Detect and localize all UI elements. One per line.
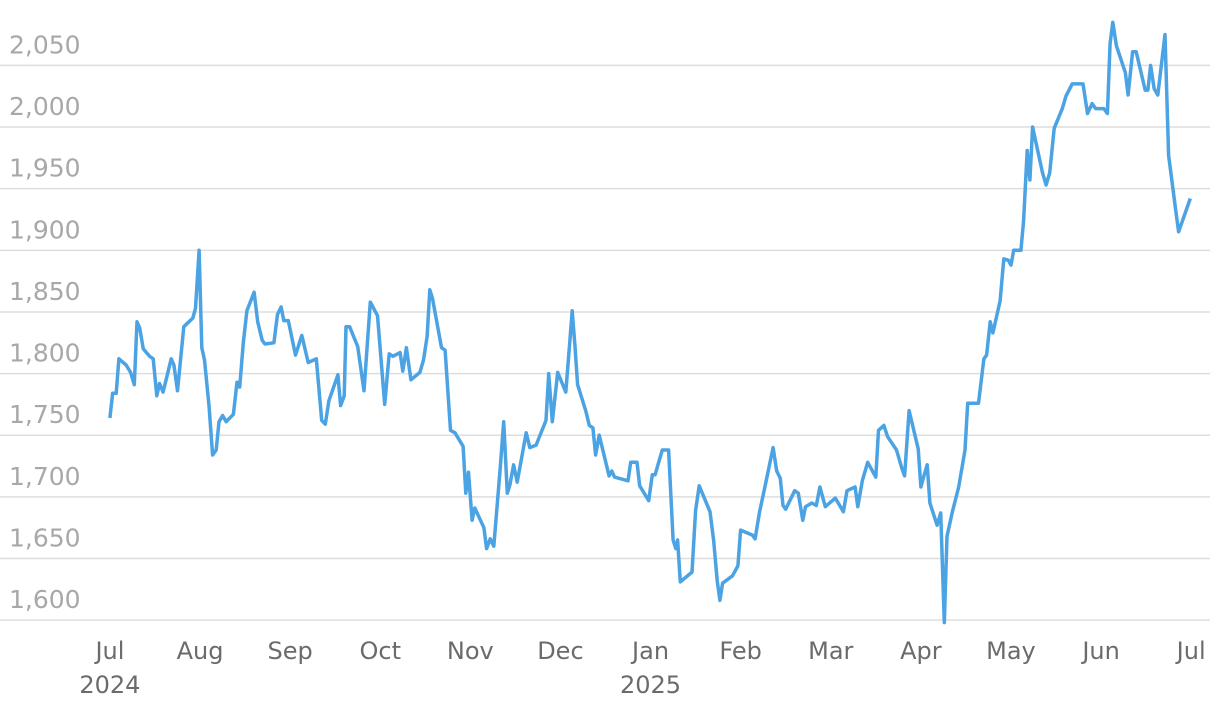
y-tick-label: 1,700: [9, 462, 81, 491]
y-tick-label: 1,800: [9, 339, 81, 368]
y-tick-label: 1,900: [9, 215, 81, 244]
y-tick-label: 1,850: [9, 277, 81, 306]
year-label: 2024: [79, 671, 140, 699]
x-tick-label: Jun: [1080, 637, 1120, 665]
x-tick-label: Oct: [359, 637, 401, 665]
x-tick-label: Nov: [447, 637, 494, 665]
y-tick-label: 2,050: [9, 30, 81, 59]
y-tick-label: 1,750: [9, 400, 81, 429]
x-tick-label: Jul: [1175, 637, 1206, 665]
x-tick-label: Aug: [177, 637, 224, 665]
year-label: 2025: [620, 671, 681, 699]
x-tick-label: Jul: [93, 637, 124, 665]
x-tick-label: Mar: [808, 637, 853, 665]
price-line: [108, 20, 1192, 625]
x-tick-label: Apr: [900, 637, 942, 665]
x-tick-label: Sep: [268, 637, 313, 665]
y-tick-label: 1,950: [9, 154, 81, 183]
x-tick-label: May: [986, 637, 1036, 665]
x-tick-label: Dec: [537, 637, 583, 665]
y-tick-label: 1,600: [9, 585, 81, 614]
x-tick-label: Feb: [719, 637, 762, 665]
y-tick-label: 1,650: [9, 524, 81, 553]
y-tick-label: 2,000: [9, 92, 81, 121]
x-tick-label: Jan: [630, 637, 669, 665]
